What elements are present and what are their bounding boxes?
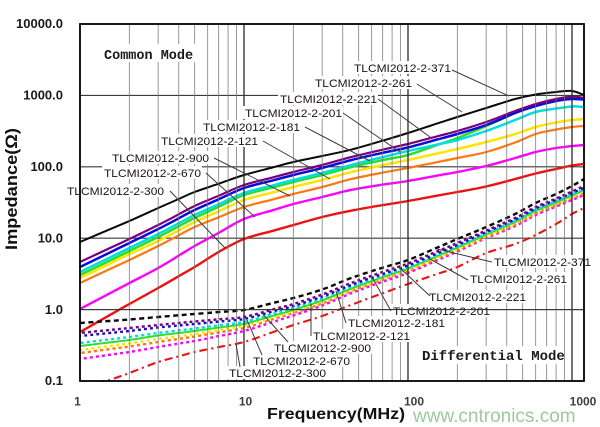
- svg-text:TLCMI2012-2-181: TLCMI2012-2-181: [203, 122, 300, 134]
- svg-text:100: 100: [404, 395, 424, 409]
- svg-text:TLCMI2012-2-221: TLCMI2012-2-221: [280, 94, 377, 106]
- svg-text:1: 1: [74, 395, 81, 409]
- svg-text:10: 10: [239, 395, 253, 409]
- svg-text:TLCMI2012-2-670: TLCMI2012-2-670: [104, 168, 201, 180]
- svg-text:Frequency(MHz): Frequency(MHz): [267, 406, 405, 423]
- svg-text:TLCMI2012-2-900: TLCMI2012-2-900: [274, 343, 371, 355]
- svg-text:TLCMI2012-2-371: TLCMI2012-2-371: [354, 63, 451, 75]
- svg-text:TLCMI2012-2-670: TLCMI2012-2-670: [253, 356, 350, 368]
- svg-text:Impedance(Ω): Impedance(Ω): [2, 128, 21, 250]
- svg-text:TLCMI2012-2-300: TLCMI2012-2-300: [67, 186, 164, 198]
- svg-text:1000: 1000: [570, 395, 597, 409]
- svg-text:1.0: 1.0: [45, 302, 63, 317]
- svg-text:TLCMI2012-2-300: TLCMI2012-2-300: [229, 368, 326, 380]
- svg-text:100.0: 100.0: [30, 159, 63, 174]
- svg-text:TLCMI2012-2-371: TLCMI2012-2-371: [494, 257, 591, 269]
- svg-text:0.1: 0.1: [45, 373, 63, 388]
- svg-text:Differential Mode: Differential Mode: [422, 349, 565, 365]
- svg-text:www.cntronics.com: www.cntronics.com: [412, 406, 576, 427]
- svg-text:TLCMI2012-2-121: TLCMI2012-2-121: [313, 331, 410, 343]
- svg-text:TLCMI2012-2-181: TLCMI2012-2-181: [348, 318, 445, 330]
- svg-text:TLCMI2012-2-121: TLCMI2012-2-121: [161, 136, 258, 148]
- svg-text:TLCMI2012-2-261: TLCMI2012-2-261: [470, 274, 567, 286]
- svg-text:1000.0: 1000.0: [23, 88, 63, 103]
- svg-text:Common Mode: Common Mode: [104, 49, 193, 64]
- svg-text:10000.0: 10000.0: [16, 16, 63, 31]
- svg-text:TLCMI2012-2-221: TLCMI2012-2-221: [429, 292, 526, 304]
- svg-text:TLCMI2012-2-261: TLCMI2012-2-261: [315, 78, 412, 90]
- svg-text:TLCMI2012-2-201: TLCMI2012-2-201: [245, 108, 342, 120]
- svg-text:TLCMI2012-2-201: TLCMI2012-2-201: [393, 306, 490, 318]
- svg-text:TLCMI2012-2-900: TLCMI2012-2-900: [112, 153, 209, 165]
- svg-text:10.0: 10.0: [38, 230, 63, 245]
